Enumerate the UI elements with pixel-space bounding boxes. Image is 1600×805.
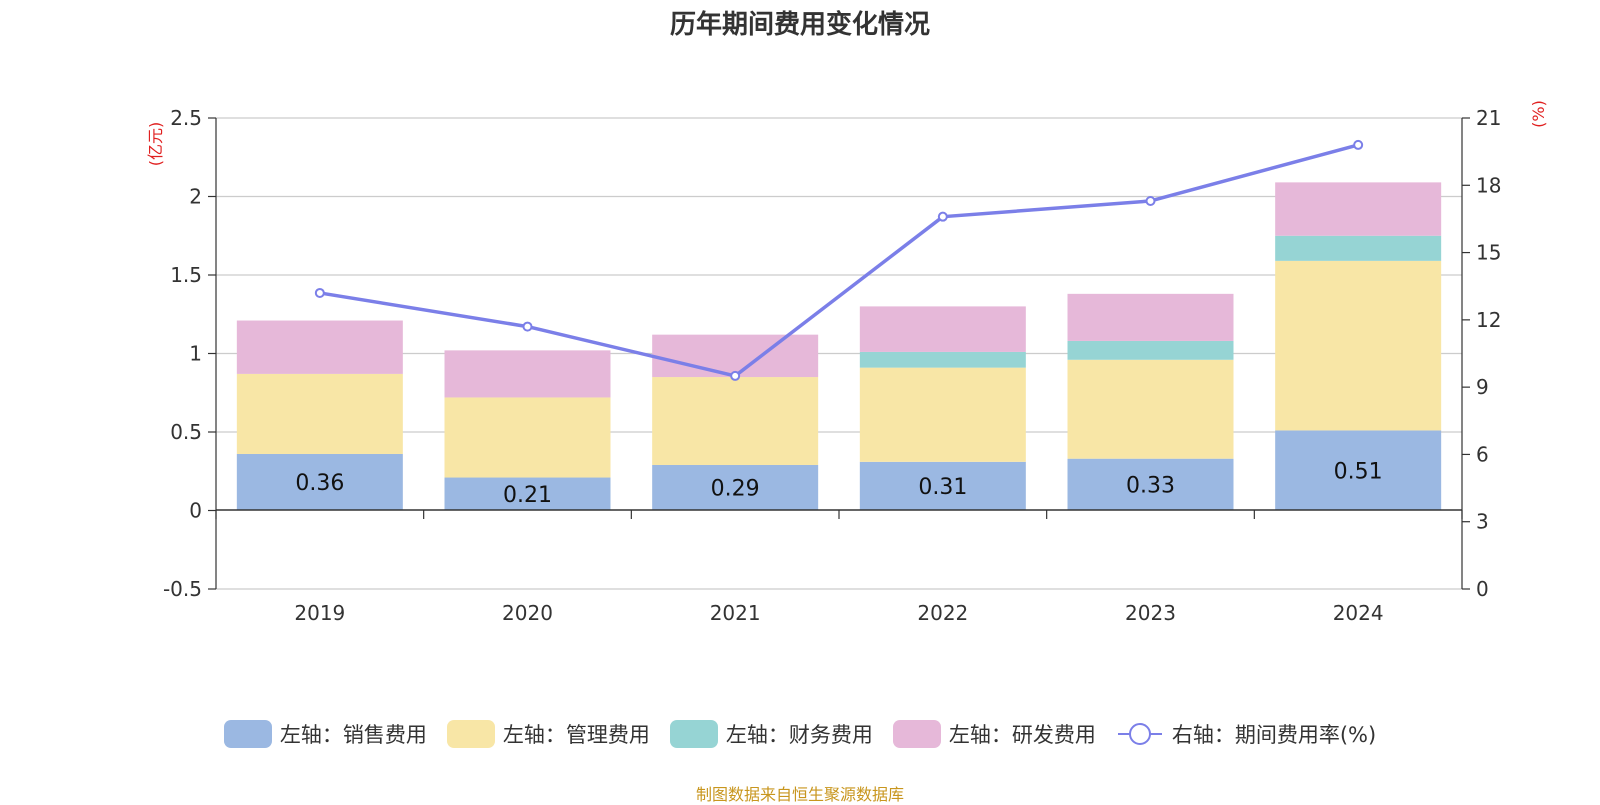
legend-label: 左轴：管理费用 <box>502 723 650 747</box>
bar-segment <box>1275 260 1442 431</box>
data-label: 0.31 <box>918 475 967 500</box>
source-note: 制图数据来自恒生聚源数据库 <box>695 785 904 804</box>
data-label: 0.33 <box>1126 474 1175 499</box>
right-axis-unit: (%) <box>1529 100 1548 128</box>
legend-line-marker-icon <box>1117 723 1162 745</box>
rate-line-layer <box>314 139 1364 381</box>
legend-item[interactable]: 右轴：期间费用率(%) <box>1116 719 1376 749</box>
bar-segment <box>1067 458 1234 511</box>
legend-swatch <box>669 720 718 748</box>
grid-lines <box>216 117 1462 590</box>
bar-segment <box>444 350 611 398</box>
x-tick-label: 2022 <box>917 601 968 625</box>
legend-label: 左轴：销售费用 <box>279 723 427 747</box>
legend-label: 左轴：财务费用 <box>725 723 873 747</box>
bar-segment <box>1067 359 1234 459</box>
left-tick-label: 2 <box>189 185 202 209</box>
data-labels: 0.36 0.21 0.29 0.31 0.33 0.51 <box>295 459 1382 508</box>
legend-swatch <box>223 720 272 748</box>
rate-point <box>730 370 741 381</box>
x-tick-label: 2021 <box>710 601 761 625</box>
left-tick-label: 0 <box>189 499 202 523</box>
x-tick-label: 2024 <box>1333 601 1384 625</box>
chart-title: 历年期间费用变化情况 <box>669 10 930 40</box>
right-tick-label: 18 <box>1476 173 1501 197</box>
rate-point <box>522 321 533 332</box>
bar-segment <box>1275 182 1442 236</box>
rate-point <box>937 211 948 222</box>
bar-segment <box>859 306 1026 352</box>
bar-segment <box>1275 235 1442 261</box>
bar-segment <box>236 453 403 511</box>
legend-item[interactable]: 左轴：销售费用 <box>223 719 427 749</box>
data-label: 0.36 <box>295 471 344 496</box>
x-tick-label: 2023 <box>1125 601 1176 625</box>
bar-segment <box>859 351 1026 368</box>
right-tick-label: 9 <box>1476 375 1489 399</box>
rate-line <box>319 143 1359 378</box>
right-tick-label: 21 <box>1476 106 1501 130</box>
bar-segment <box>444 397 611 478</box>
left-tick-label: 0.5 <box>170 420 202 444</box>
left-tick-label: -0.5 <box>163 577 202 601</box>
left-tick-label: 1 <box>189 342 202 366</box>
legend-label: 左轴：研发费用 <box>948 723 1096 747</box>
data-label: 0.51 <box>1334 459 1383 484</box>
data-label: 0.21 <box>503 483 552 508</box>
legend-swatch <box>892 720 941 748</box>
legend-item[interactable]: 左轴：财务费用 <box>669 719 873 749</box>
bar-segment <box>652 377 819 465</box>
right-tick-label: 15 <box>1476 241 1501 265</box>
legend-item[interactable]: 左轴：管理费用 <box>446 719 650 749</box>
rate-point <box>1353 139 1364 150</box>
left-tick-label: 1.5 <box>170 263 202 287</box>
legend: 左轴：销售费用 左轴：管理费用 左轴：财务费用 左轴：研发费用 右轴：期间费用率(%) <box>0 719 1600 749</box>
legend-label: 右轴：期间费用率(%) <box>1171 723 1377 747</box>
bar-segment <box>652 334 819 378</box>
bar-segment <box>1275 430 1442 511</box>
right-tick-label: 0 <box>1476 577 1489 601</box>
bar-segment <box>859 461 1026 511</box>
bar-segment <box>1067 293 1234 341</box>
x-tick-label: 2019 <box>294 601 345 625</box>
right-tick-label: 3 <box>1476 510 1489 534</box>
bar-segment <box>444 477 611 511</box>
left-tick-label: 2.5 <box>170 106 202 130</box>
legend-swatch <box>446 720 495 748</box>
bar-layer <box>236 182 1442 511</box>
bar-segment <box>236 320 403 374</box>
legend-item[interactable]: 左轴：研发费用 <box>892 719 1096 749</box>
bar-segment <box>652 464 819 511</box>
bar-segment <box>1067 340 1234 360</box>
left-axis-unit: (亿元) <box>146 122 165 167</box>
x-tick-label: 2020 <box>502 601 553 625</box>
right-tick-label: 12 <box>1476 308 1501 332</box>
rate-point <box>1145 195 1156 206</box>
bar-segment <box>236 373 403 454</box>
data-label: 0.29 <box>711 477 760 502</box>
bar-segment <box>859 367 1026 462</box>
right-tick-label: 6 <box>1476 442 1489 466</box>
rate-point <box>314 287 325 298</box>
